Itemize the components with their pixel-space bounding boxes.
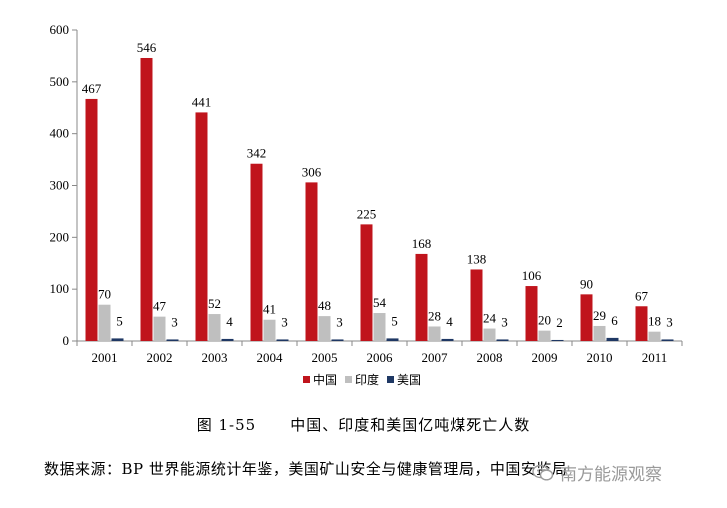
bar <box>98 304 111 341</box>
bar <box>85 98 98 342</box>
x-tick-label: 2004 <box>257 350 284 365</box>
data-label: 5 <box>391 313 398 328</box>
bar <box>580 294 593 341</box>
legend-label: 中国 <box>313 372 337 387</box>
data-label: 4 <box>226 314 233 329</box>
bar-chart: 0 100 200 300 400 500 600 2001 2002 2003 2004 2005 2… <box>50 22 683 387</box>
data-label: 52 <box>208 296 221 311</box>
data-label: 225 <box>357 206 377 221</box>
data-label: 467 <box>82 81 102 96</box>
data-label: 3 <box>281 314 288 329</box>
x-tick-label: 2006 <box>367 350 394 365</box>
bar <box>318 316 331 341</box>
bar <box>386 338 399 341</box>
bar <box>593 325 606 341</box>
bar <box>208 314 221 341</box>
bar <box>305 182 318 341</box>
bar <box>111 338 124 341</box>
data-label: 138 <box>467 251 487 266</box>
figure-title: 中国、印度和美国亿吨煤死亡人数 <box>290 416 531 434</box>
data-label: 441 <box>192 94 212 109</box>
data-label: 306 <box>302 164 322 179</box>
x-tick-label: 2003 <box>202 350 228 365</box>
x-tick-label: 2009 <box>532 350 558 365</box>
bar <box>496 339 509 341</box>
bar <box>483 328 496 341</box>
data-label: 3 <box>666 314 673 329</box>
bar <box>525 286 538 341</box>
data-label: 106 <box>522 268 542 283</box>
data-label: 5 <box>116 313 123 328</box>
data-label: 47 <box>153 299 167 314</box>
x-tick-label: 2002 <box>147 350 173 365</box>
data-label: 3 <box>336 314 343 329</box>
data-label: 342 <box>247 146 267 161</box>
x-tick-label: 2008 <box>477 350 503 365</box>
bar <box>166 339 179 341</box>
y-tick-label: 0 <box>63 333 70 348</box>
y-tick-label: 300 <box>50 178 70 193</box>
data-label: 168 <box>412 236 432 251</box>
bar <box>195 112 208 341</box>
x-tick-label: 2005 <box>312 350 338 365</box>
figure-number: 图 1-55 <box>196 416 257 434</box>
bar <box>635 306 648 341</box>
legend-swatch <box>387 376 394 383</box>
legend-label: 印度 <box>355 372 379 387</box>
data-label: 18 <box>648 314 661 329</box>
x-tick-label: 2010 <box>587 350 613 365</box>
bar <box>551 339 564 341</box>
x-tick-label: 2011 <box>642 350 668 365</box>
bar <box>538 330 551 341</box>
data-label: 28 <box>428 308 441 323</box>
data-label: 2 <box>556 315 563 330</box>
bar <box>263 319 276 341</box>
figure-caption: 图 1-55 中国、印度和美国亿吨煤死亡人数 <box>0 414 727 435</box>
bar <box>648 331 661 341</box>
data-source: 数据来源：BP 世界能源统计年鉴，美国矿山安全与健康管理局，中国安监局 <box>44 460 568 478</box>
y-tick-label: 400 <box>50 126 70 141</box>
bar <box>221 338 234 341</box>
data-label: 29 <box>593 308 606 323</box>
data-label: 3 <box>501 314 508 329</box>
data-label: 3 <box>171 314 178 329</box>
watermark-text: 南方能源观察 <box>560 465 662 485</box>
bar <box>428 326 441 341</box>
data-label: 70 <box>98 287 111 302</box>
bar <box>606 337 619 341</box>
data-label: 41 <box>263 302 276 317</box>
data-label: 48 <box>318 298 331 313</box>
bar <box>360 224 373 341</box>
data-label: 54 <box>373 295 387 310</box>
legend-swatch <box>303 376 310 383</box>
bar <box>373 313 386 341</box>
y-tick-label: 100 <box>50 281 70 296</box>
watermark: 南方能源观察 <box>532 460 662 485</box>
data-label: 546 <box>137 40 157 55</box>
data-label: 20 <box>538 313 551 328</box>
data-label: 6 <box>611 313 618 328</box>
bar <box>276 339 289 341</box>
bar <box>140 57 153 342</box>
data-label: 4 <box>446 314 453 329</box>
x-tick-label: 2007 <box>422 350 449 365</box>
legend-swatch <box>345 376 352 383</box>
bar <box>470 269 483 341</box>
data-label: 67 <box>635 288 649 303</box>
bar <box>331 339 344 341</box>
wechat-icon <box>532 464 554 481</box>
y-tick-label: 500 <box>50 74 70 89</box>
bar <box>415 253 428 341</box>
bar <box>441 338 454 341</box>
bar <box>250 163 263 341</box>
y-tick-label: 600 <box>50 22 70 37</box>
bar <box>661 339 674 341</box>
legend-label: 美国 <box>397 373 421 387</box>
bar <box>153 316 166 341</box>
data-label: 90 <box>580 276 593 291</box>
data-label: 24 <box>483 311 497 326</box>
y-tick-label: 200 <box>50 229 70 244</box>
x-tick-label: 2001 <box>92 350 118 365</box>
